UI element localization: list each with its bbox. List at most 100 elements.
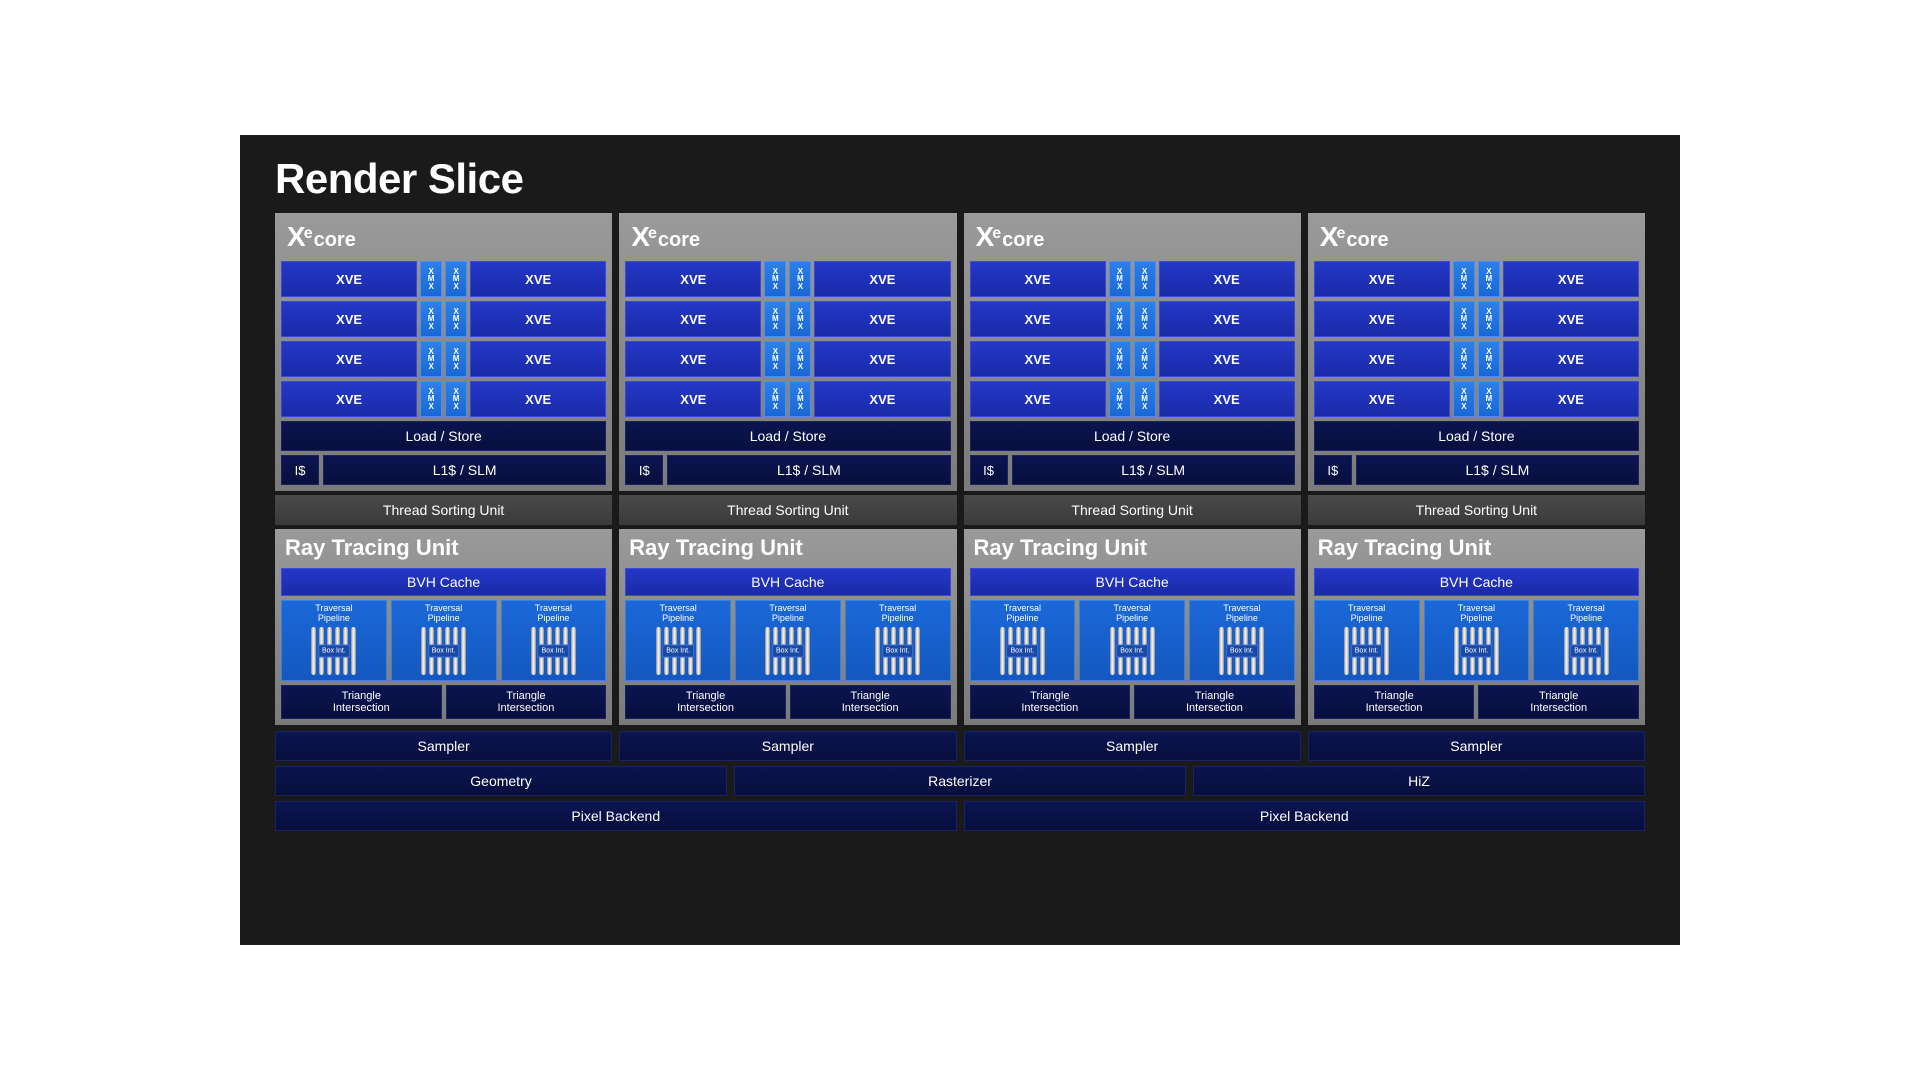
xmx-cell: X M X — [445, 381, 467, 417]
triangle-row: Triangle IntersectionTriangle Intersecti… — [1314, 685, 1639, 719]
load-store: Load / Store — [1314, 421, 1639, 451]
box-intersection: Box Int. — [772, 644, 804, 657]
cache-row: I$L1$ / SLM — [625, 455, 950, 485]
traversal-row: Traversal PipelineBox Int.Traversal Pipe… — [281, 600, 606, 681]
load-store: Load / Store — [970, 421, 1295, 451]
cache-row: I$L1$ / SLM — [281, 455, 606, 485]
triangle-row: Triangle IntersectionTriangle Intersecti… — [970, 685, 1295, 719]
sampler-block: Sampler — [275, 731, 612, 761]
pipe-icon — [765, 627, 770, 675]
instruction-cache: I$ — [1314, 455, 1352, 485]
xve-row: XVEX M XX M XXVE — [1314, 301, 1639, 337]
xecore-block: XecoreXVEX M XX M XXVEXVEX M XX M XXVEXV… — [1308, 213, 1645, 491]
xecore-block: XecoreXVEX M XX M XXVEXVEX M XX M XXVEXV… — [275, 213, 612, 491]
xecore-title: Xecore — [625, 219, 950, 257]
xve-cell: XVE — [970, 301, 1106, 337]
l1-slm: L1$ / SLM — [1012, 455, 1295, 485]
xmx-cell: X M X — [420, 301, 442, 337]
xmx-cell: X M X — [445, 301, 467, 337]
bottom-row: SamplerSamplerSamplerSampler — [275, 731, 1645, 761]
box-intersection: Box Int. — [1351, 644, 1383, 657]
triangle-intersection: Triangle Intersection — [625, 685, 786, 719]
xecore-block: XecoreXVEX M XX M XXVEXVEX M XX M XXVEXV… — [964, 213, 1301, 491]
column: XecoreXVEX M XX M XXVEXVEX M XX M XXVEXV… — [964, 213, 1301, 725]
pipes: Box Int. — [1194, 626, 1290, 676]
xve-cell: XVE — [1159, 261, 1295, 297]
xve-row: XVEX M XX M XXVE — [1314, 261, 1639, 297]
xmx-cell: X M X — [1109, 261, 1131, 297]
xve-row: XVEX M XX M XXVE — [281, 261, 606, 297]
box-intersection: Box Int. — [1226, 644, 1258, 657]
pipe-icon — [1110, 627, 1115, 675]
l1-slm: L1$ / SLM — [323, 455, 606, 485]
xve-row: XVEX M XX M XXVE — [1314, 341, 1639, 377]
traversal-label: Traversal Pipeline — [1348, 604, 1385, 624]
pipe-icon — [531, 627, 536, 675]
rtu-title: Ray Tracing Unit — [281, 534, 606, 564]
xve-cell: XVE — [281, 301, 417, 337]
bvh-cache: BVH Cache — [281, 568, 606, 596]
xecore-title: Xecore — [281, 219, 606, 257]
traversal-pipeline: Traversal PipelineBox Int. — [1189, 600, 1295, 681]
xmx-cell: X M X — [764, 301, 786, 337]
xve-cell: XVE — [281, 341, 417, 377]
pipe-icon — [351, 627, 356, 675]
xve-cell: XVE — [1503, 381, 1639, 417]
xve-cell: XVE — [1503, 341, 1639, 377]
sampler-block: Sampler — [1308, 731, 1645, 761]
pipe-icon — [696, 627, 701, 675]
xve-row: XVEX M XX M XXVE — [625, 341, 950, 377]
columns-container: XecoreXVEX M XX M XXVEXVEX M XX M XXVEXV… — [275, 213, 1645, 725]
xve-row: XVEX M XX M XXVE — [625, 381, 950, 417]
xmx-cell: X M X — [1478, 301, 1500, 337]
box-intersection: Box Int. — [428, 644, 460, 657]
triangle-intersection: Triangle Intersection — [1134, 685, 1295, 719]
sampler-block: Sampler — [964, 731, 1301, 761]
triangle-intersection: Triangle Intersection — [446, 685, 607, 719]
pixel-backend-block: Pixel Backend — [275, 801, 957, 831]
traversal-label: Traversal Pipeline — [1568, 604, 1605, 624]
xmx-cell: X M X — [1134, 301, 1156, 337]
cache-row: I$L1$ / SLM — [1314, 455, 1639, 485]
traversal-pipeline: Traversal PipelineBox Int. — [970, 600, 1076, 681]
box-intersection: Box Int. — [538, 644, 570, 657]
xve-cell: XVE — [1503, 301, 1639, 337]
page-title: Render Slice — [275, 155, 1645, 203]
traversal-label: Traversal Pipeline — [1458, 604, 1495, 624]
traversal-label: Traversal Pipeline — [879, 604, 916, 624]
rasterizer-block: Rasterizer — [734, 766, 1186, 796]
traversal-pipeline: Traversal PipelineBox Int. — [1533, 600, 1639, 681]
load-store: Load / Store — [625, 421, 950, 451]
xve-cell: XVE — [1314, 301, 1450, 337]
traversal-label: Traversal Pipeline — [425, 604, 462, 624]
instruction-cache: I$ — [970, 455, 1008, 485]
instruction-cache: I$ — [625, 455, 663, 485]
xve-cell: XVE — [281, 381, 417, 417]
pipes: Box Int. — [1538, 626, 1634, 676]
xve-cell: XVE — [625, 341, 761, 377]
triangle-row: Triangle IntersectionTriangle Intersecti… — [625, 685, 950, 719]
pipe-icon — [1344, 627, 1349, 675]
xve-row: XVEX M XX M XXVE — [970, 381, 1295, 417]
pipes: Box Int. — [630, 626, 726, 676]
pipes: Box Int. — [1429, 626, 1525, 676]
rtu-title: Ray Tracing Unit — [970, 534, 1295, 564]
bvh-cache: BVH Cache — [625, 568, 950, 596]
xmx-cell: X M X — [420, 381, 442, 417]
xve-cell: XVE — [1159, 381, 1295, 417]
xecore-block: XecoreXVEX M XX M XXVEXVEX M XX M XXVEXV… — [619, 213, 956, 491]
xmx-cell: X M X — [789, 301, 811, 337]
xmx-cell: X M X — [1453, 341, 1475, 377]
xve-row: XVEX M XX M XXVE — [1314, 381, 1639, 417]
pipe-icon — [1604, 627, 1609, 675]
pipes: Box Int. — [850, 626, 946, 676]
pipe-icon — [1384, 627, 1389, 675]
pipes: Box Int. — [1084, 626, 1180, 676]
pipe-icon — [311, 627, 316, 675]
xve-cell: XVE — [625, 301, 761, 337]
box-intersection: Box Int. — [662, 644, 694, 657]
rtu-title: Ray Tracing Unit — [1314, 534, 1639, 564]
xecore-title: Xecore — [1314, 219, 1639, 257]
xve-cell: XVE — [470, 261, 606, 297]
xmx-cell: X M X — [789, 341, 811, 377]
